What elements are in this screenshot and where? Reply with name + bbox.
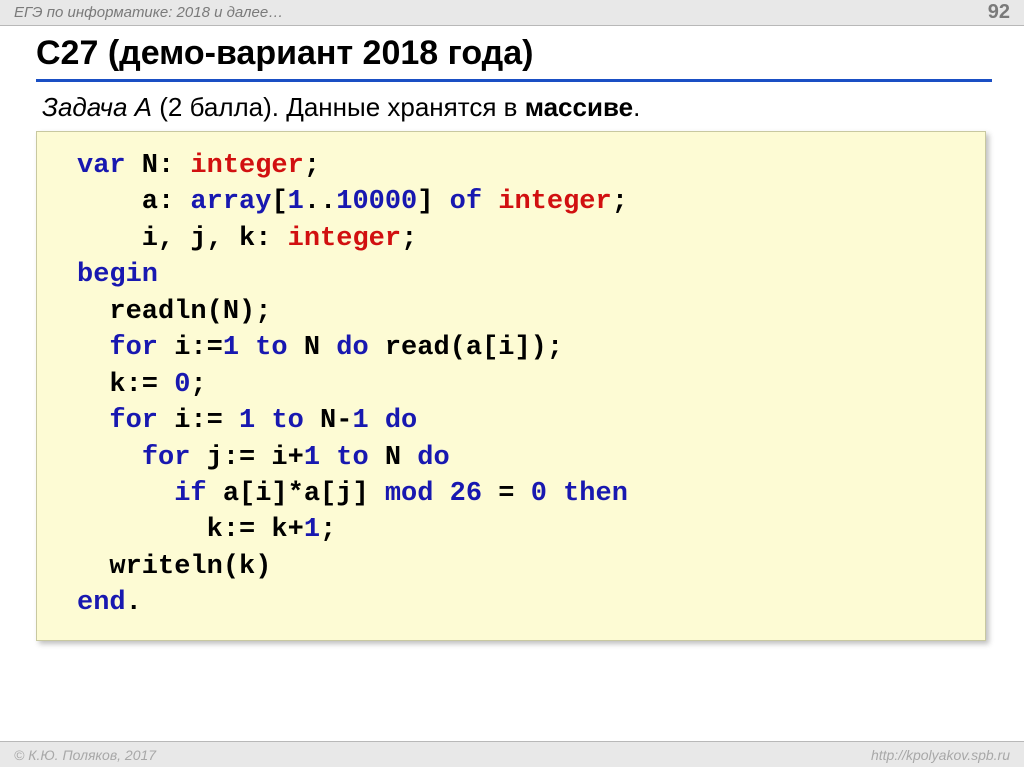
- type-integer: integer: [498, 187, 611, 217]
- code-text: [433, 479, 449, 509]
- code-text: i, j, k:: [77, 224, 288, 254]
- footer-copyright: © К.Ю. Поляков, 2017: [14, 747, 156, 763]
- kw-for: for: [109, 333, 158, 363]
- slide-content: C27 (демо-вариант 2018 года) Задача А (2…: [0, 26, 1024, 641]
- kw-to: to: [336, 443, 368, 473]
- code-text: N: [369, 443, 418, 473]
- bold-word: массиве: [525, 92, 633, 122]
- code-text: [369, 406, 385, 436]
- type-integer: integer: [288, 224, 401, 254]
- code-text: [77, 443, 142, 473]
- code-text: readln(N);: [77, 297, 271, 327]
- code-text: N: [288, 333, 337, 363]
- code-text: N-: [304, 406, 353, 436]
- kw-to: to: [255, 333, 287, 363]
- code-text: k:= k+: [77, 515, 304, 545]
- num: 1: [304, 443, 320, 473]
- code-text: read(a[i]);: [369, 333, 563, 363]
- header-left-text: ЕГЭ по информатике: 2018 и далее…: [14, 4, 283, 21]
- header-bar: ЕГЭ по информатике: 2018 и далее… 92: [0, 0, 1024, 26]
- kw-array: array: [190, 187, 271, 217]
- kw-do: do: [417, 443, 449, 473]
- code-text: [77, 479, 174, 509]
- code-text: writeln(k): [77, 552, 271, 582]
- page-number: 92: [988, 1, 1010, 24]
- code-text: [482, 187, 498, 217]
- code-text: [320, 443, 336, 473]
- kw-var: var: [77, 151, 126, 181]
- num: 0: [174, 370, 190, 400]
- kw-if: if: [174, 479, 206, 509]
- code-text: i:=: [158, 333, 223, 363]
- kw-then: then: [563, 479, 628, 509]
- points-text: (2 балла).: [152, 92, 286, 122]
- code-text: k:=: [77, 370, 174, 400]
- code-text: [255, 406, 271, 436]
- slide-subtitle: Задача А (2 балла). Данные хранятся в ма…: [36, 92, 992, 131]
- footer-bar: © К.Ю. Поляков, 2017 http://kpolyakov.sp…: [0, 741, 1024, 767]
- kw-do: do: [385, 406, 417, 436]
- code-text: [239, 333, 255, 363]
- code-text: j:= i+: [190, 443, 303, 473]
- code-text: [: [271, 187, 287, 217]
- code-text: =: [482, 479, 531, 509]
- code-text: ;: [190, 370, 206, 400]
- code-text: ;: [320, 515, 336, 545]
- kw-mod: mod: [385, 479, 434, 509]
- num: 1: [223, 333, 239, 363]
- num: 1: [352, 406, 368, 436]
- code-text: a:: [77, 187, 190, 217]
- num: 1: [288, 187, 304, 217]
- kw-begin: begin: [77, 260, 158, 290]
- subtitle-text1: Данные хранятся в: [286, 92, 524, 122]
- type-integer: integer: [190, 151, 303, 181]
- num: 10000: [336, 187, 417, 217]
- code-text: i:=: [158, 406, 239, 436]
- num: 1: [239, 406, 255, 436]
- code-text: .: [126, 588, 142, 618]
- kw-to: to: [271, 406, 303, 436]
- code-text: [547, 479, 563, 509]
- code-text: [77, 406, 109, 436]
- code-text: ]: [417, 187, 449, 217]
- num: 26: [450, 479, 482, 509]
- code-text: [77, 333, 109, 363]
- code-text: ;: [401, 224, 417, 254]
- code-text: a[i]*a[j]: [207, 479, 385, 509]
- code-text: ..: [304, 187, 336, 217]
- num: 0: [531, 479, 547, 509]
- code-text: ;: [612, 187, 628, 217]
- code-block: var N: integer; a: array[1..10000] of in…: [36, 131, 986, 641]
- code-text: ;: [304, 151, 320, 181]
- subtitle-text2: .: [633, 92, 640, 122]
- kw-of: of: [450, 187, 482, 217]
- code-text: N:: [126, 151, 191, 181]
- footer-url: http://kpolyakov.spb.ru: [871, 747, 1010, 763]
- num: 1: [304, 515, 320, 545]
- kw-end: end: [77, 588, 126, 618]
- slide-title: C27 (демо-вариант 2018 года): [36, 34, 992, 82]
- kw-do: do: [336, 333, 368, 363]
- task-label: Задача А: [42, 92, 152, 122]
- kw-for: for: [142, 443, 191, 473]
- kw-for: for: [109, 406, 158, 436]
